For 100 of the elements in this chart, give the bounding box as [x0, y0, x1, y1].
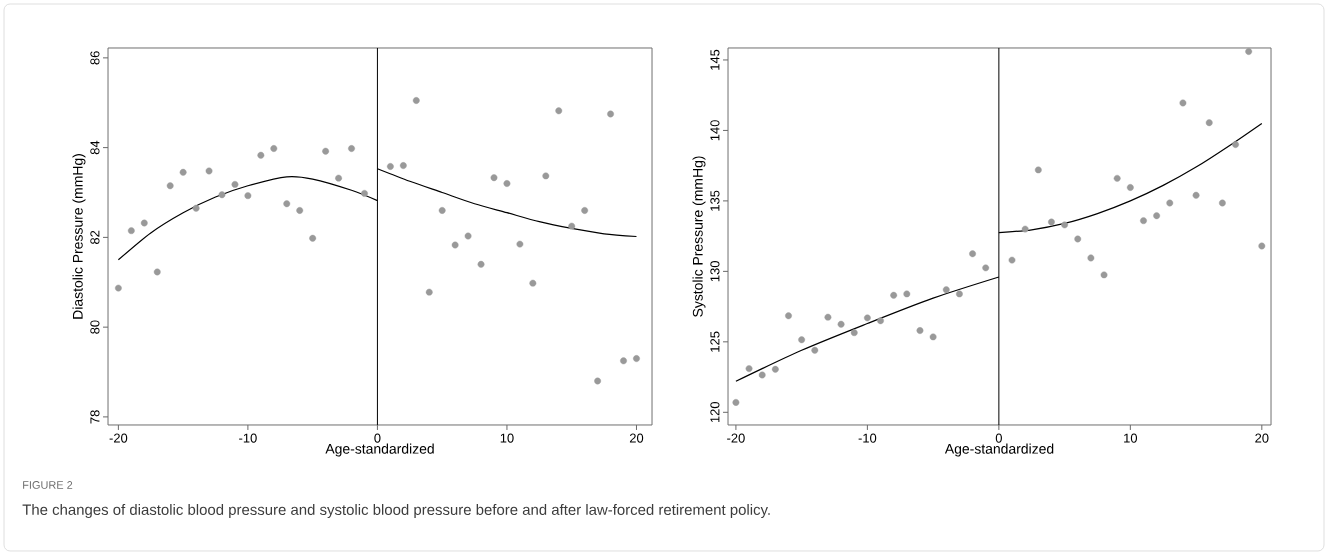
point: [758, 371, 766, 379]
point: [877, 317, 884, 325]
point: [568, 222, 576, 230]
point: [270, 145, 278, 152]
y-tick-label: 145: [710, 49, 720, 70]
point: [114, 284, 122, 292]
point: [916, 327, 924, 334]
point: [361, 190, 368, 197]
x-tick-label: 0: [995, 433, 1002, 443]
point: [218, 191, 226, 199]
point: [205, 167, 213, 175]
x-tick-label: 10: [500, 433, 514, 443]
point: [581, 207, 589, 214]
point: [929, 333, 937, 341]
point: [863, 314, 871, 322]
point: [1087, 254, 1095, 262]
x-axis-title: Age-standardized: [325, 443, 434, 457]
text: The changes of diastolic blood pressure and systolic blood pressure before and after law-forced retirement policy.: [22, 504, 770, 518]
point: [386, 163, 394, 170]
point: [1258, 242, 1266, 250]
point: [607, 110, 614, 118]
y-tick-label: 86: [90, 51, 100, 65]
point: [890, 291, 898, 299]
point: [1232, 141, 1239, 148]
y-tick-label: 82: [90, 230, 100, 245]
x-tick-label: 20: [629, 433, 644, 443]
y-tick-label: 120: [710, 402, 720, 423]
point: [1245, 48, 1253, 55]
point: [296, 207, 304, 214]
x-tick-label: -20: [109, 433, 128, 443]
point: [335, 174, 342, 182]
point: [982, 264, 990, 272]
point: [192, 204, 200, 212]
point: [1166, 199, 1174, 207]
point: [529, 279, 537, 287]
point: [1140, 217, 1147, 225]
point: [153, 268, 161, 276]
point: [464, 232, 472, 240]
point: [1205, 119, 1213, 127]
point: [745, 365, 753, 373]
x-tick-label: -10: [858, 433, 877, 443]
point: [1008, 256, 1016, 264]
y-tick-label: 125: [710, 331, 720, 352]
point: [594, 377, 602, 385]
point: [412, 97, 420, 104]
point: [477, 260, 485, 268]
point: [1021, 225, 1029, 233]
point: [969, 250, 976, 258]
x-axis-title: Age-standardized: [944, 443, 1054, 457]
x-tick-label: 0: [374, 433, 381, 443]
point: [542, 172, 550, 180]
point: [1113, 174, 1121, 182]
point: [451, 241, 459, 249]
point: [1074, 235, 1082, 243]
point: [850, 329, 858, 337]
y-tick-label: 130: [710, 261, 720, 282]
x-tick-label: -10: [239, 433, 257, 443]
point: [127, 227, 135, 235]
point: [1048, 218, 1055, 226]
point: [140, 219, 148, 227]
y-tick-label: 135: [710, 190, 720, 211]
point: [1100, 271, 1108, 279]
x-tick-label: 20: [1255, 433, 1269, 443]
point: [1061, 221, 1068, 229]
y-axis-title: Diastolic Pressure (mmHg): [72, 154, 86, 319]
point: [166, 182, 174, 190]
point: [811, 346, 819, 354]
y-tick-label: 78: [90, 410, 100, 424]
point: [785, 312, 792, 320]
point: [283, 200, 291, 208]
point: [942, 286, 950, 294]
point: [425, 288, 433, 296]
point: [244, 192, 252, 200]
point: [798, 336, 806, 344]
point: [1126, 184, 1134, 191]
point: [348, 145, 355, 152]
point: [771, 365, 779, 373]
y-tick-label: 140: [710, 120, 720, 141]
point: [1192, 191, 1200, 199]
point: [633, 355, 640, 362]
x-tick-label: -20: [727, 433, 745, 443]
x-tick-label: 10: [1124, 433, 1138, 443]
point: [503, 180, 511, 187]
point: [490, 174, 498, 182]
y-axis-title: Systolic Pressure (mmHg): [692, 156, 706, 317]
point: [1179, 99, 1187, 107]
point: [1034, 166, 1042, 174]
point: [257, 151, 265, 159]
caption: FIGURE 2: [23, 481, 73, 489]
point: [837, 320, 845, 328]
y-tick-label: 80: [90, 320, 100, 334]
point: [399, 162, 407, 169]
point: [1153, 212, 1161, 220]
point: [956, 290, 963, 298]
point: [231, 181, 239, 188]
point: [322, 147, 330, 155]
y-tick-label: 84: [90, 140, 100, 155]
point: [903, 290, 911, 298]
point: [516, 240, 524, 248]
point: [1218, 199, 1226, 207]
